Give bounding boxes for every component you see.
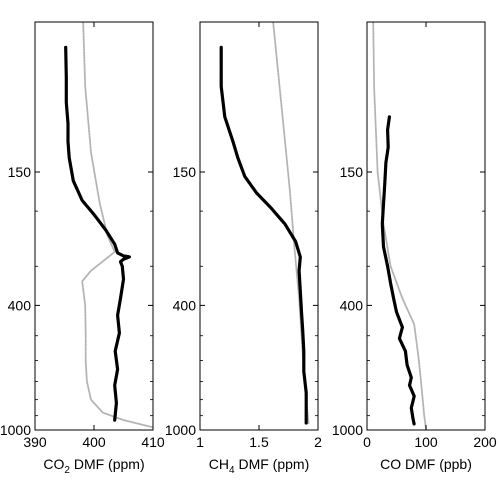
x-tick-label: 1.5 xyxy=(249,434,269,450)
series-line-measured xyxy=(64,45,131,422)
y-tick-label: 400 xyxy=(173,297,197,313)
series-line-model xyxy=(372,22,427,430)
x-tick-label: 100 xyxy=(414,434,438,450)
x-tick-label: 200 xyxy=(473,434,497,450)
axes-frame xyxy=(34,21,154,431)
x-axis-label-units: DMF (ppm) xyxy=(235,456,310,472)
x-axis-label: CH4 DMF (ppm) xyxy=(209,456,309,476)
series-line-model xyxy=(81,22,153,429)
y-tick-label: 1000 xyxy=(332,422,363,438)
series-line-measured xyxy=(219,45,308,425)
x-tick-label: 2 xyxy=(314,434,322,450)
x-axis-label: CO DMF (ppb) xyxy=(380,456,472,472)
y-tick-label: 400 xyxy=(340,297,364,313)
y-tick-label: 400 xyxy=(8,297,32,313)
series-line-model xyxy=(272,22,310,424)
y-tick-label: 1000 xyxy=(165,422,196,438)
x-axis-label-main: CO xyxy=(43,456,64,472)
x-tick-label: 410 xyxy=(141,434,165,450)
x-axis-label-subscript: 4 xyxy=(229,465,235,476)
series-line-measured xyxy=(380,115,416,426)
y-tick-label: 150 xyxy=(340,164,364,180)
y-tick-label: 150 xyxy=(173,164,197,180)
x-tick-label: 390 xyxy=(23,434,47,450)
y-tick-label: 1000 xyxy=(0,422,31,438)
x-axis-label-units: DMF (ppm) xyxy=(70,456,145,472)
x-tick-label: 0 xyxy=(363,434,371,450)
x-axis-label-main: CH xyxy=(209,456,229,472)
x-tick-label: 400 xyxy=(82,434,106,450)
x-axis-label: CO2 DMF (ppm) xyxy=(43,456,144,476)
axes-frame xyxy=(199,21,319,431)
x-tick-label: 1 xyxy=(196,434,204,450)
x-axis-label-main: CO DMF (ppb) xyxy=(380,456,472,472)
y-tick-label: 150 xyxy=(8,164,32,180)
x-axis-label-subscript: 2 xyxy=(64,465,70,476)
